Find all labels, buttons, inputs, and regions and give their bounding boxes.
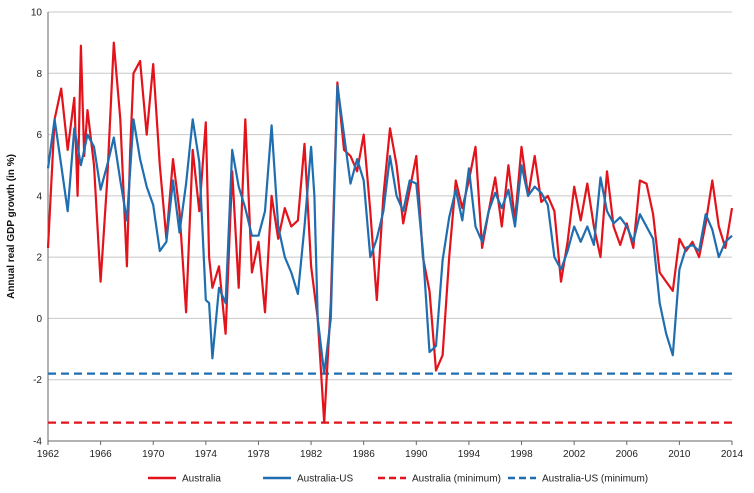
legend-label: Australia-US: [297, 474, 353, 485]
y-tick-label: -2: [33, 375, 42, 386]
x-tick-label: 1970: [142, 449, 165, 460]
y-tick-label: 8: [36, 69, 42, 80]
y-tick-label: 0: [36, 314, 42, 325]
y-tick-label: 2: [36, 253, 42, 264]
y-axis-title: Annual real GDP growth (in %): [6, 154, 17, 299]
x-tick-label: 1994: [458, 449, 481, 460]
series-line-australia-us: [46, 84, 733, 375]
x-tick-label: 1974: [195, 449, 218, 460]
x-tick-label: 1962: [37, 449, 60, 460]
y-tick-label: 4: [36, 191, 42, 202]
legend: Australia Australia-US Australia (minimum)…: [148, 474, 648, 485]
x-tick-label: 1982: [300, 449, 323, 460]
series-lines: [46, 41, 734, 424]
legend-label: Australia-US (minimum): [542, 474, 648, 485]
y-tick-label: -4: [33, 437, 42, 448]
legend-label: Australia (minimum): [412, 474, 501, 485]
x-tick-label: 1998: [510, 449, 533, 460]
x-tick-label: 2014: [721, 449, 744, 460]
x-tick-label: 1978: [247, 449, 270, 460]
axes: -4 -2 0 2 4 6 8 10 1962 1966 1970 1974 1978 1982 1986 1…: [31, 8, 744, 461]
legend-label: Australia: [182, 474, 221, 485]
x-tick-label: 1990: [405, 449, 428, 460]
x-tick-label: 2006: [616, 449, 639, 460]
x-tick-label: 2002: [563, 449, 586, 460]
x-tick-label: 1986: [353, 449, 376, 460]
y-tick-label: 6: [36, 130, 42, 141]
x-tick-label: 1966: [89, 449, 112, 460]
y-tick-label: 10: [31, 8, 43, 19]
series-line-australia: [46, 41, 734, 424]
x-tick-label: 2010: [668, 449, 691, 460]
